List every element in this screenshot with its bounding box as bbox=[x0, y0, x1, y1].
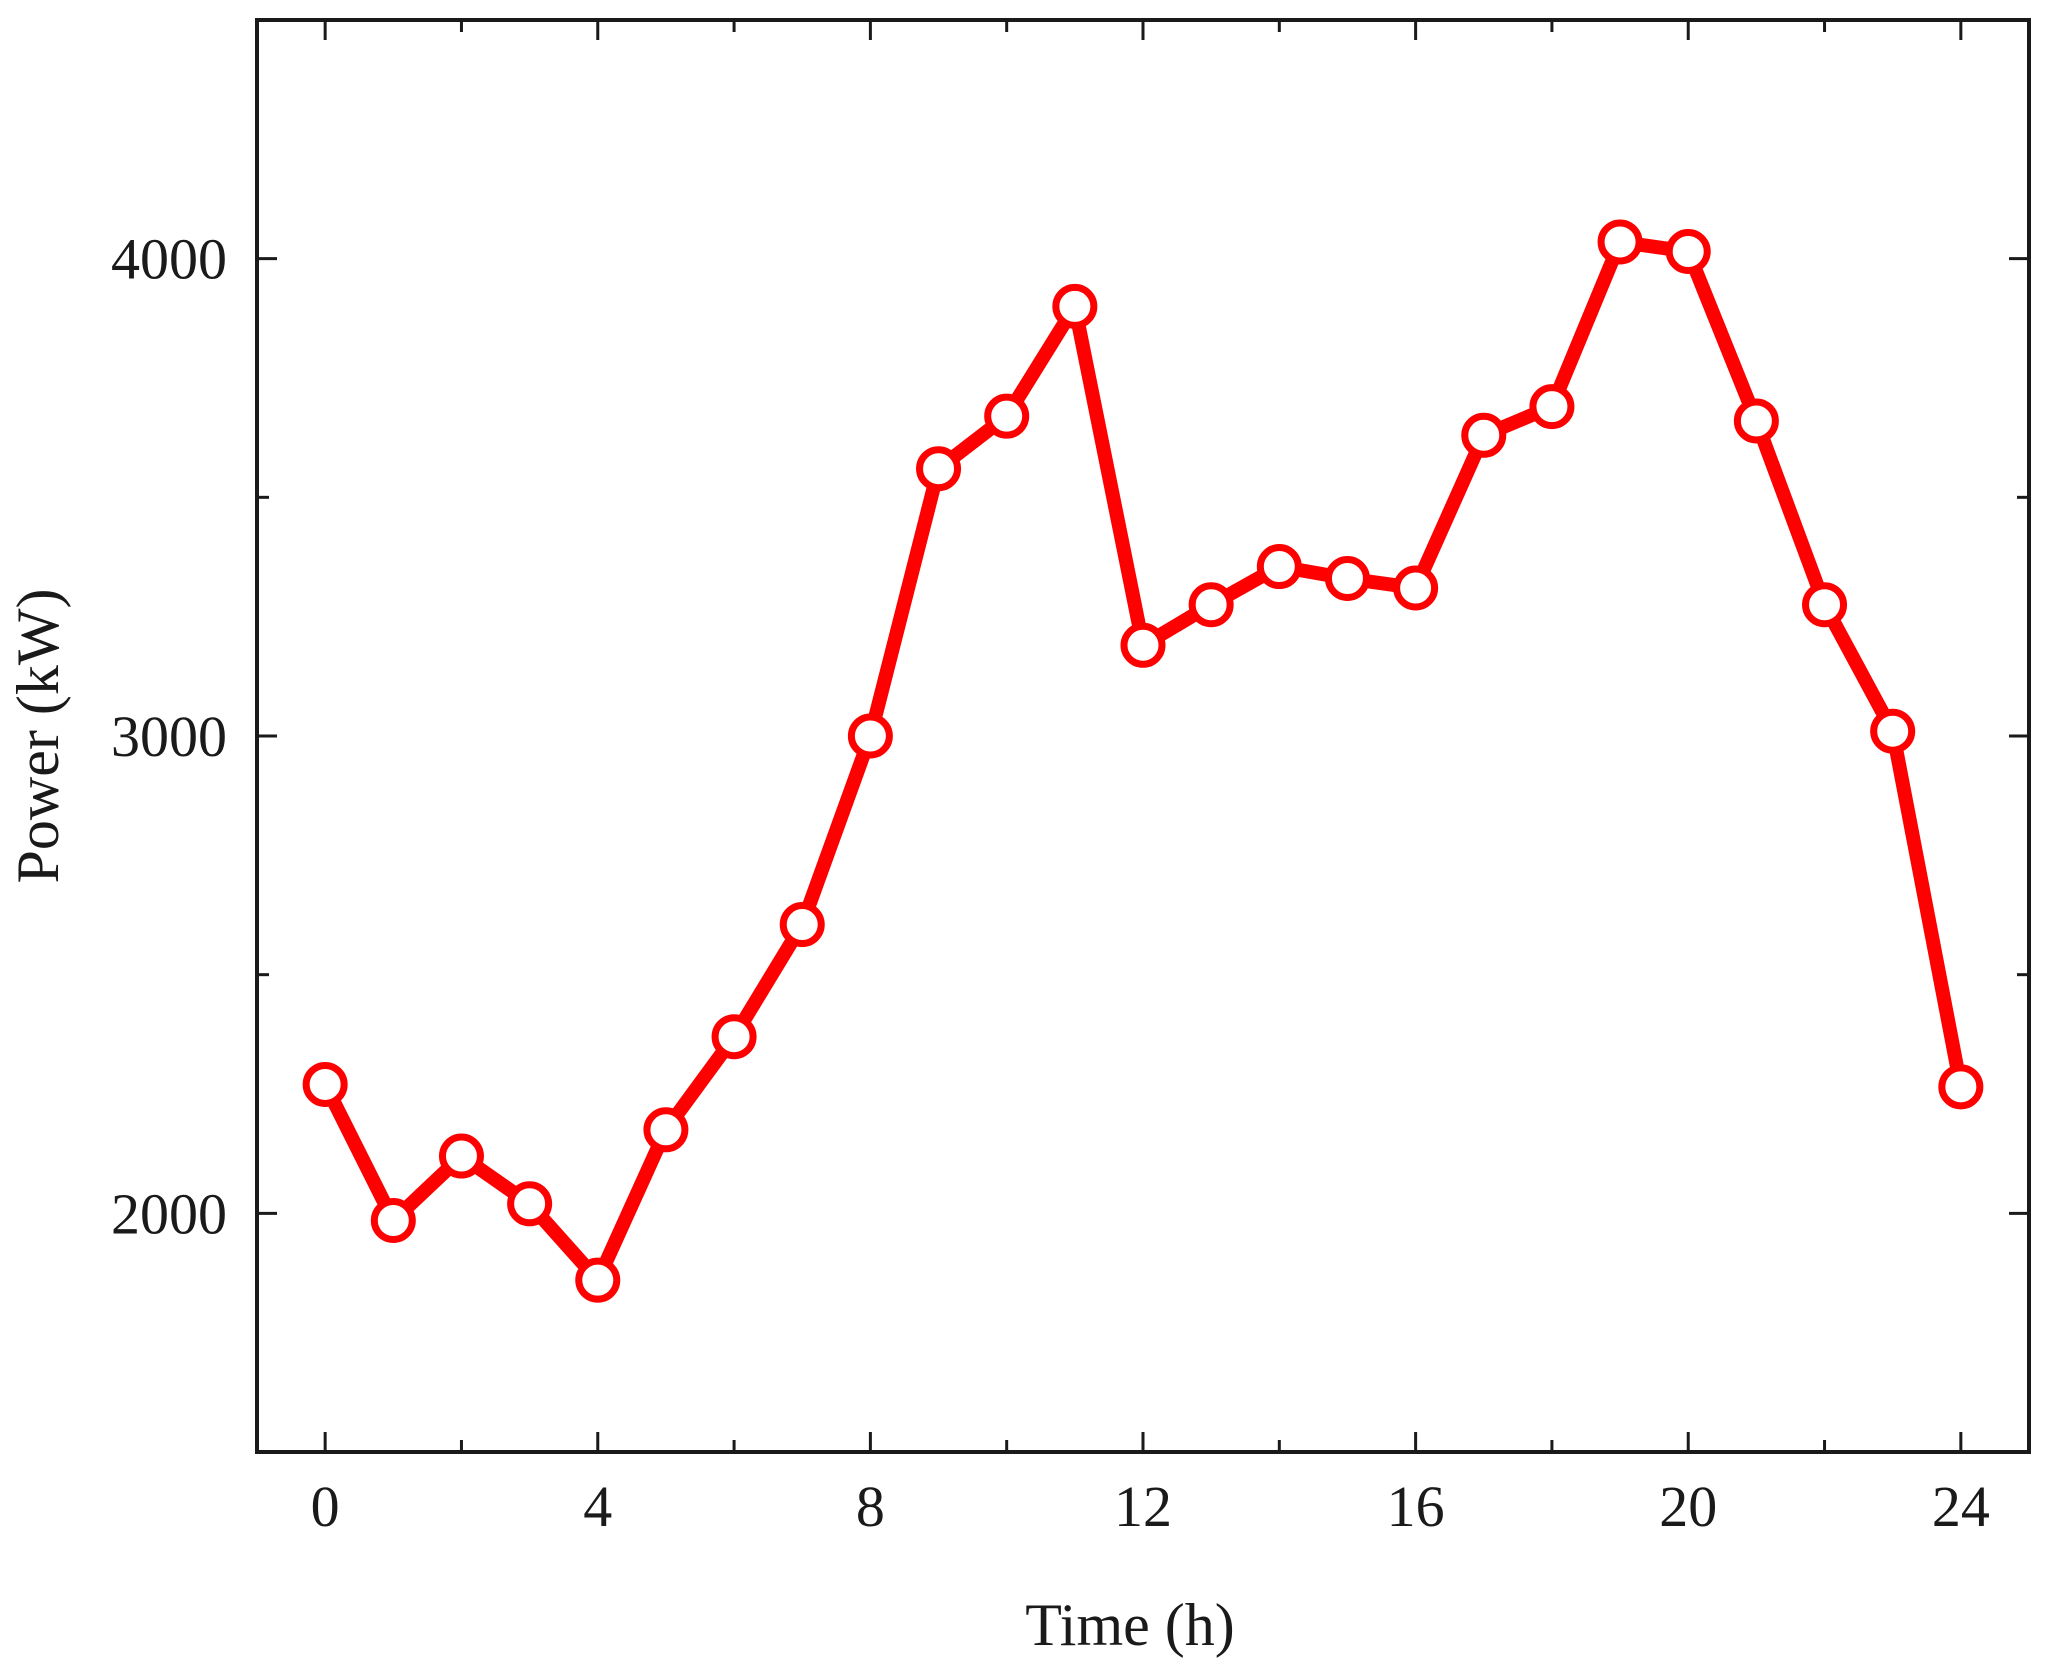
y-tick-label: 3000 bbox=[111, 704, 227, 769]
data-point bbox=[643, 1107, 689, 1153]
x-tick-label: 4 bbox=[583, 1474, 612, 1539]
data-point bbox=[1802, 582, 1848, 628]
data-point bbox=[1665, 229, 1711, 275]
data-point bbox=[984, 393, 1030, 439]
data-point bbox=[507, 1181, 553, 1227]
x-tick-label: 20 bbox=[1659, 1474, 1717, 1539]
data-point bbox=[1870, 708, 1916, 754]
data-point bbox=[1052, 283, 1098, 329]
data-point bbox=[1324, 555, 1370, 601]
data-point bbox=[847, 713, 893, 759]
x-tick-label: 0 bbox=[311, 1474, 340, 1539]
data-point bbox=[916, 446, 962, 492]
data-point bbox=[1188, 582, 1234, 628]
x-tick-label: 8 bbox=[856, 1474, 885, 1539]
data-point bbox=[370, 1197, 416, 1243]
x-tick-label: 24 bbox=[1932, 1474, 1990, 1539]
data-point bbox=[575, 1257, 621, 1303]
y-tick-label: 4000 bbox=[111, 227, 227, 292]
data-point bbox=[1597, 219, 1643, 265]
axis-ticks bbox=[257, 20, 2029, 1452]
data-point bbox=[438, 1133, 484, 1179]
x-axis-label: Time (h) bbox=[1025, 1592, 1234, 1658]
data-point bbox=[779, 902, 825, 948]
y-tick-label: 2000 bbox=[111, 1181, 227, 1246]
x-tick-label: 12 bbox=[1114, 1474, 1172, 1539]
series-line bbox=[318, 235, 1968, 1288]
data-point bbox=[1120, 622, 1166, 668]
data-point bbox=[1733, 398, 1779, 444]
data-point bbox=[1256, 544, 1302, 590]
data-point bbox=[302, 1061, 348, 1107]
data-point bbox=[1461, 412, 1507, 458]
plot-frame bbox=[255, 18, 2031, 1454]
y-axis-label: Power (kW) bbox=[5, 589, 71, 884]
data-point bbox=[1393, 565, 1439, 611]
series-layer bbox=[302, 219, 1984, 1303]
x-tick-label: 16 bbox=[1387, 1474, 1445, 1539]
data-point bbox=[711, 1014, 757, 1060]
data-point bbox=[1938, 1064, 1984, 1110]
tick-labels: 0 4 8 12 16 20 24 2000 3000 4000 bbox=[111, 227, 1990, 1539]
data-point bbox=[1529, 384, 1575, 430]
